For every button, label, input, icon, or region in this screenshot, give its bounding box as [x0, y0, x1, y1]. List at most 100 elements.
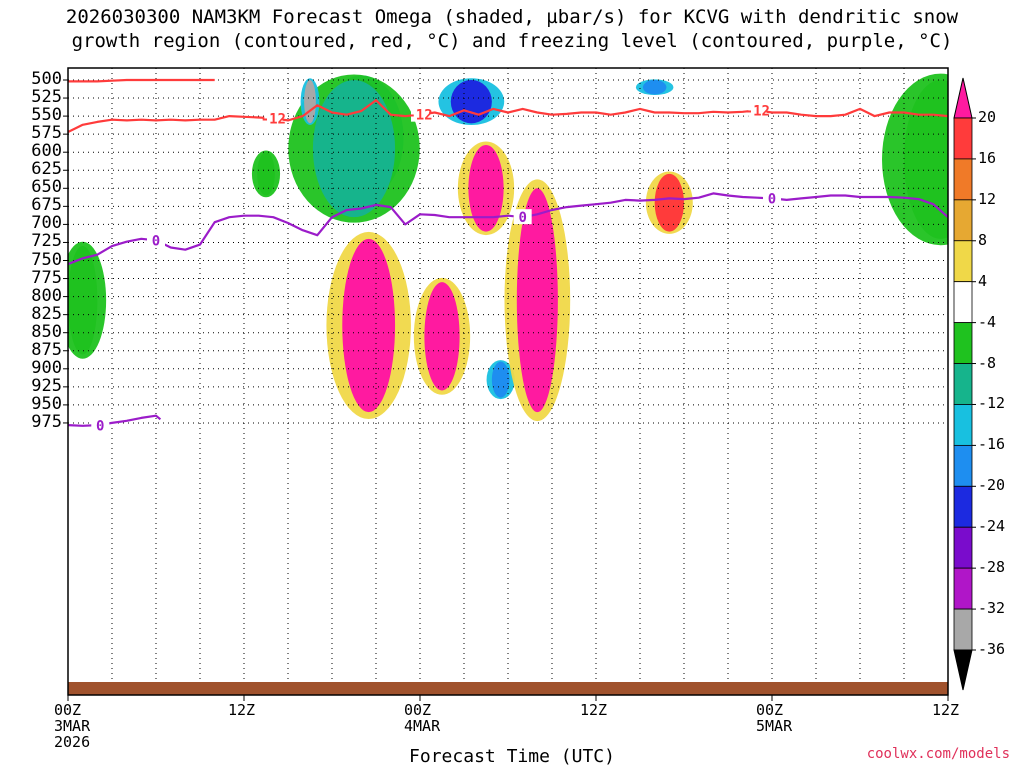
omega-region-5	[642, 80, 667, 95]
dgz-top-line	[68, 78, 215, 83]
colorbar-label: 12	[978, 189, 997, 208]
colorbar-cell-4	[953, 281, 973, 324]
x-tick-label: 12Z	[580, 701, 608, 719]
y-tick-label: 575	[31, 123, 62, 144]
colorbar-cell-11	[953, 567, 973, 610]
y-tick-label: 625	[31, 159, 62, 180]
dgz-minus12-line	[68, 99, 948, 133]
y-tick-label: 750	[31, 249, 62, 270]
dgz-label-2: -12	[745, 103, 770, 119]
colorbar-label: 4	[978, 271, 988, 290]
y-tick-label: 550	[31, 105, 62, 126]
colorbar-cell-7	[953, 404, 973, 446]
y-tick-label: 500	[31, 69, 62, 89]
omega-region-10	[468, 144, 504, 232]
chart-title-line-2: growth region (contoured, red, °C) and f…	[71, 30, 953, 52]
y-tick-label: 650	[31, 177, 62, 198]
x-axis-title: Forecast Time (UTC)	[409, 746, 615, 767]
x-tick-label: 00Z	[404, 701, 432, 719]
colorbar-label: -12	[978, 394, 1006, 413]
axis-ticks	[63, 79, 949, 701]
omega-region-13	[68, 246, 98, 355]
omega-region-7	[342, 238, 396, 413]
y-tick-label: 975	[31, 411, 62, 432]
y-tick-label: 600	[31, 141, 62, 162]
y-tick-label: 700	[31, 213, 62, 234]
freezing-level-surface-label: 0	[96, 418, 104, 434]
colorbar-label: -8	[978, 353, 997, 372]
colorbar-label: 16	[978, 148, 997, 167]
y-tick-label: 800	[31, 285, 62, 306]
colorbar-top-triangle	[953, 77, 973, 119]
colorbar-cell-9	[953, 485, 973, 528]
omega-region-11	[654, 173, 684, 232]
colorbar-cell-1	[953, 158, 973, 201]
x-tick-label: 00Z	[54, 701, 82, 719]
x-tick-label: 12Z	[228, 701, 256, 719]
colorbar-label: -32	[978, 599, 1006, 618]
contour-layer: 0 0 0 0 -12 -12 -12	[68, 78, 948, 434]
dgz-label-0-bg	[264, 110, 283, 126]
colorbar	[953, 77, 976, 691]
colorbar-bottom-triangle	[953, 649, 973, 691]
dgz-label-1-bg	[411, 106, 429, 122]
dgz-label-2-bg	[748, 102, 767, 118]
colorbar-cell-5	[953, 322, 973, 364]
freezing-level-surface-line	[68, 414, 162, 427]
freezing-level-line	[68, 192, 948, 266]
x-tick-label: 3MAR	[54, 717, 91, 735]
freezing-level-surface-label-bg	[91, 417, 110, 433]
x-tick-label: 12Z	[932, 701, 960, 719]
colorbar-label: 8	[978, 230, 988, 249]
y-tick-label: 525	[31, 87, 62, 108]
freezing-level-label-1-bg	[513, 209, 532, 225]
colorbar-cell-12	[953, 608, 973, 651]
omega-region-3	[304, 80, 316, 124]
y-tick-label: 850	[31, 321, 62, 342]
x-tick-label: 4MAR	[404, 717, 441, 735]
freezing-level-label-0: 0	[152, 233, 160, 249]
colorbar-label: -20	[978, 476, 1006, 495]
y-tick-label: 925	[31, 375, 62, 396]
omega-region-2	[312, 80, 396, 218]
dgz-label-1: -12	[407, 108, 432, 124]
freezing-level-label-2: 0	[768, 191, 776, 207]
x-tick-label: 00Z	[756, 701, 784, 719]
gridlines	[67, 68, 949, 695]
credit-link[interactable]: coolwx.com/models	[866, 746, 1010, 762]
colorbar-label: -28	[978, 558, 1006, 577]
colorbar-cell-8	[953, 444, 973, 487]
freezing-level-label-1: 0	[518, 210, 526, 226]
y-tick-label: 675	[31, 195, 62, 216]
colorbar-label: 20	[978, 108, 997, 126]
omega-region-8	[424, 282, 460, 391]
colorbar-cell-2	[953, 199, 973, 242]
omega-region-6	[491, 361, 510, 398]
omega-region-14	[257, 152, 275, 196]
colorbar-cell-10	[953, 526, 973, 569]
x-tick-label: 2026	[54, 733, 91, 751]
freezing-level-label-2-bg	[763, 190, 781, 206]
y-tick-label: 900	[31, 357, 62, 378]
colorbar-label: -16	[978, 435, 1006, 454]
y-tick-label: 725	[31, 231, 62, 252]
omega-region-4	[450, 80, 492, 124]
colorbar-cell-3	[953, 240, 973, 283]
plot-frame	[67, 67, 949, 696]
omega-region-9	[516, 188, 558, 413]
y-tick-label: 950	[31, 393, 62, 414]
colorbar-label: -36	[978, 640, 1006, 658]
colorbar-cell-6	[953, 363, 973, 405]
y-tick-label: 775	[31, 267, 62, 288]
y-tick-label: 875	[31, 339, 62, 360]
y-tick-label: 825	[31, 303, 62, 324]
chart-title-line-1: 2026030300 NAM3KM Forecast Omega (shaded…	[65, 6, 959, 28]
colorbar-label: -24	[978, 517, 1006, 536]
colorbar-cell-0	[953, 117, 973, 160]
freezing-level-label-0-bg	[147, 232, 165, 248]
x-tick-label: 5MAR	[756, 717, 793, 735]
terrain-ground	[68, 682, 948, 695]
colorbar-label: -4	[978, 312, 997, 331]
dgz-label-0: -12	[261, 111, 286, 127]
